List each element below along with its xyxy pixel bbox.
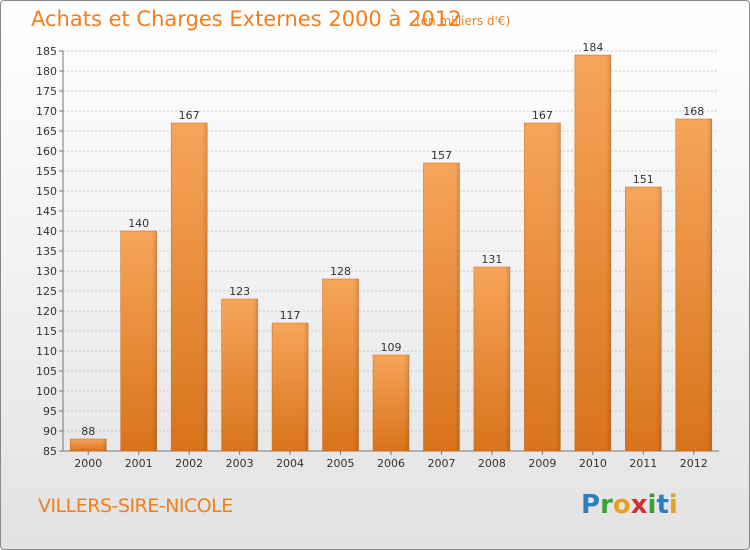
bar-2004[interactable] <box>271 322 309 452</box>
data-label: 140 <box>128 217 149 230</box>
y-tick-label: 155 <box>36 165 57 178</box>
data-label: 88 <box>81 425 95 438</box>
x-tick-label: 2007 <box>427 457 455 470</box>
logo-letter: x <box>630 490 648 520</box>
x-tick-label: 2000 <box>74 457 102 470</box>
bar-2003[interactable] <box>221 298 258 452</box>
bar-2011[interactable] <box>625 186 662 452</box>
x-tick-label: 2004 <box>276 457 304 470</box>
bar-shade <box>404 355 409 451</box>
logo-letter: P <box>581 490 601 520</box>
y-tick-label: 145 <box>36 205 57 218</box>
bar-shade <box>605 55 611 451</box>
data-label: 167 <box>179 109 200 122</box>
y-tick-label: 160 <box>36 145 57 158</box>
bar-2006[interactable] <box>372 354 410 452</box>
y-tick-label: 185 <box>36 45 57 58</box>
bar-shade <box>706 119 712 451</box>
y-tick-label: 130 <box>36 265 57 278</box>
bar-2001[interactable] <box>120 230 157 452</box>
bar-shade <box>504 267 510 451</box>
bar-2002[interactable] <box>170 122 208 452</box>
logo-letter: t <box>656 490 669 520</box>
bar-shade <box>151 231 157 451</box>
chart-unit-note: (en milliers d'€) <box>416 14 511 28</box>
x-tick-label: 2001 <box>125 457 153 470</box>
data-label: 151 <box>633 173 654 186</box>
bar-shade <box>303 323 309 451</box>
y-tick-label: 95 <box>43 405 57 418</box>
y-tick-label: 100 <box>36 385 57 398</box>
y-tick-label: 175 <box>36 85 57 98</box>
y-tick-label: 170 <box>36 105 57 118</box>
bar-shade <box>353 279 359 451</box>
data-label: 117 <box>280 309 301 322</box>
data-label: 131 <box>481 253 502 266</box>
y-tick-label: 90 <box>43 425 57 438</box>
y-tick-label: 150 <box>36 185 57 198</box>
y-tick-label: 135 <box>36 245 57 258</box>
bar-2007[interactable] <box>423 162 460 452</box>
x-tick-label: 2003 <box>226 457 254 470</box>
data-label: 157 <box>431 149 452 162</box>
x-tick-label: 2010 <box>579 457 607 470</box>
y-tick-label: 180 <box>36 65 57 78</box>
bar-shade <box>202 123 208 451</box>
y-tick-label: 140 <box>36 225 57 238</box>
x-tick-label: 2011 <box>629 457 657 470</box>
logo-letter: i <box>647 490 657 520</box>
bar-shade <box>454 163 460 451</box>
x-tick-label: 2002 <box>175 457 203 470</box>
data-label: 168 <box>683 105 704 118</box>
bar-2005[interactable] <box>322 278 359 452</box>
place-name: VILLERS-SIRE-NICOLE <box>38 495 233 517</box>
proxiti-logo[interactable]: Proxiti <box>581 490 678 520</box>
bar-2010[interactable] <box>574 54 612 452</box>
data-label: 167 <box>532 109 553 122</box>
bar-shade <box>555 123 561 451</box>
data-label: 184 <box>582 41 603 54</box>
y-tick-label: 125 <box>36 285 57 298</box>
x-tick-label: 2005 <box>327 457 355 470</box>
y-tick-label: 165 <box>36 125 57 138</box>
bar-shade <box>101 439 107 451</box>
x-tick-label: 2006 <box>377 457 405 470</box>
bar-2008[interactable] <box>473 266 511 452</box>
data-label: 123 <box>229 285 250 298</box>
logo-letter: i <box>668 490 678 520</box>
x-tick-label: 2012 <box>680 457 708 470</box>
y-tick-label: 110 <box>36 345 57 358</box>
x-tick-label: 2008 <box>478 457 506 470</box>
bar-2000[interactable] <box>69 438 107 452</box>
bar-shade <box>656 187 662 451</box>
bar-shade <box>252 299 258 451</box>
logo-letter: o <box>612 490 631 520</box>
bar-2012[interactable] <box>675 118 713 452</box>
y-tick-label: 105 <box>36 365 57 378</box>
logo-letter: r <box>600 490 613 520</box>
y-tick-label: 115 <box>36 325 57 338</box>
chart-title: Achats et Charges Externes 2000 à 2012 <box>31 7 462 31</box>
y-tick-label: 85 <box>43 445 57 458</box>
x-tick-label: 2009 <box>528 457 556 470</box>
y-tick-label: 120 <box>36 305 57 318</box>
data-label: 109 <box>381 341 402 354</box>
bar-2009[interactable] <box>524 122 561 452</box>
data-label: 128 <box>330 265 351 278</box>
